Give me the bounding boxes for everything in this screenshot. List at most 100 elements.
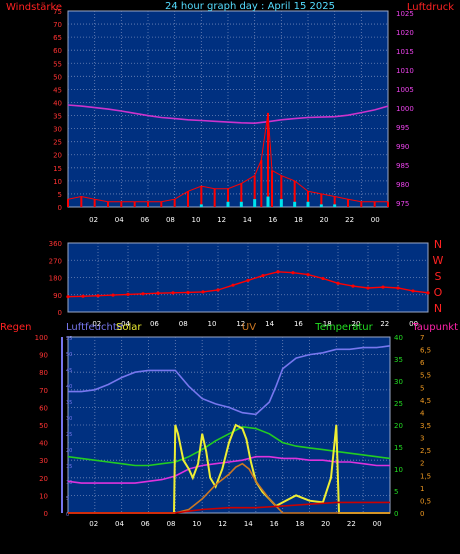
direction-point [321, 276, 325, 281]
direction-point [411, 289, 415, 293]
panel3-x-tick: 00 [373, 520, 382, 528]
temperatur-y-tick: 30 [394, 378, 403, 386]
compass-label: N [434, 238, 442, 251]
right-y-tick: 995 [396, 124, 409, 132]
luftfeuchte-y-tick: 25 [66, 432, 72, 438]
compass-label: N [434, 302, 442, 315]
luftfeuchte-y-tick: 15 [66, 464, 72, 470]
direction-point [201, 290, 205, 294]
panel2-x-tick: 16 [294, 320, 303, 328]
right-y-tick: 1015 [396, 48, 414, 56]
right-y-tick: 1000 [396, 105, 414, 113]
direction-point [381, 285, 385, 289]
uv-y-tick: 6,5 [420, 347, 431, 355]
right-y-tick: 980 [396, 181, 409, 189]
luftfeuchte-y-tick: 30 [66, 416, 72, 422]
series-uv [68, 462, 390, 514]
panel2-x-tick: 06 [150, 320, 159, 328]
uv-y-tick: 0 [420, 510, 424, 518]
left-y-tick: 0 [58, 204, 62, 212]
panel2-x-tick: 14 [265, 320, 274, 328]
panel1-x-tick: 22 [345, 216, 354, 224]
regen-y-tick: 60 [39, 404, 48, 412]
panel3-x-tick: 16 [270, 520, 279, 528]
panel1-x-tick: 02 [89, 216, 98, 224]
left-y-tick: 65 [53, 34, 62, 42]
compass-label: W [433, 254, 444, 267]
right-y-tick: 1005 [396, 86, 414, 94]
luftfeuchte-y-tick: 10 [66, 480, 72, 486]
direction-y-tick: 180 [49, 275, 62, 283]
left-y-tick: 45 [53, 86, 62, 94]
luftfeuchte-y-tick: 45 [66, 368, 72, 374]
left-y-tick: 25 [53, 139, 62, 147]
regen-y-tick: 10 [39, 492, 48, 500]
panel2-x-tick: 12 [236, 320, 245, 328]
panel3-x-tick: 22 [347, 520, 356, 528]
right-axis-title: Luftdruck [407, 2, 454, 13]
left-y-tick: 55 [53, 60, 62, 68]
luftfeuchte-y-tick: 0 [66, 512, 69, 518]
luftfeuchte-y-tick: 50 [66, 352, 72, 358]
direction-y-tick: 90 [53, 292, 62, 300]
uv-y-tick: 5 [420, 384, 424, 392]
panel1-x-tick: 12 [217, 216, 226, 224]
left-y-tick: 35 [53, 113, 62, 121]
panel2-x-tick: 18 [323, 320, 332, 328]
direction-point [126, 292, 130, 296]
panel2-x-tick: 10 [208, 320, 217, 328]
regen-y-tick: 80 [39, 369, 48, 377]
temperatur-y-tick: 25 [394, 400, 403, 408]
left-y-tick: 60 [53, 47, 62, 55]
direction-point [231, 283, 235, 287]
uv-y-tick: 4,5 [420, 397, 431, 405]
solar-axis-title: Solar [116, 322, 142, 333]
panel1-x-tick: 04 [115, 216, 124, 224]
right-y-tick: 1020 [396, 29, 414, 37]
panel2-x-tick: 22 [380, 320, 389, 328]
temperatur-y-tick: 20 [394, 422, 403, 430]
direction-y-tick: 270 [49, 257, 62, 265]
uv-y-tick: 4 [420, 409, 425, 417]
uv-axis-title: UV [242, 322, 256, 333]
direction-point [111, 293, 115, 297]
panel1-x-tick: 00 [371, 216, 380, 224]
left-axis-title: Windstärke [6, 2, 62, 13]
uv-y-tick: 2 [420, 460, 424, 468]
uv-y-tick: 2,5 [420, 447, 431, 455]
regen-y-tick: 0 [44, 510, 48, 518]
direction-point [426, 291, 430, 295]
direction-point [396, 286, 400, 290]
series-solar [68, 423, 390, 514]
left-y-tick: 40 [53, 99, 62, 107]
panel3-x-tick: 18 [295, 520, 304, 528]
series-regen [68, 501, 390, 514]
uv-y-tick: 1 [420, 485, 424, 493]
panel2-x-tick: 04 [121, 320, 130, 328]
right-y-tick: 975 [396, 200, 409, 208]
left-y-tick: 5 [58, 191, 62, 199]
direction-point [216, 288, 220, 292]
panel3-x-tick: 12 [218, 520, 227, 528]
uv-y-tick: 3 [420, 435, 424, 443]
regen-y-tick: 100 [35, 334, 48, 342]
panel1-x-tick: 20 [320, 216, 329, 224]
panel2-x-tick: 08 [179, 320, 188, 328]
panel1-x-tick: 14 [243, 216, 252, 224]
panel2-x-tick: 20 [352, 320, 361, 328]
panel1-x-tick: 18 [294, 216, 303, 224]
panel1-x-tick: 16 [268, 216, 277, 224]
luftfeuchte-y-tick: 20 [66, 448, 72, 454]
series-taupunkt [67, 455, 390, 484]
series-luftdruck [67, 104, 389, 125]
direction-point [246, 278, 250, 282]
luftfeuchte-axis-title: Luftfeuchte [66, 322, 123, 333]
direction-y-tick: 0 [58, 309, 62, 317]
direction-point [156, 291, 160, 295]
compass-label: O [434, 286, 443, 299]
uv-y-tick: 5,5 [420, 372, 431, 380]
luftfeuchte-y-tick: 35 [66, 400, 72, 406]
direction-point [336, 281, 340, 285]
left-y-tick: 50 [53, 73, 62, 81]
